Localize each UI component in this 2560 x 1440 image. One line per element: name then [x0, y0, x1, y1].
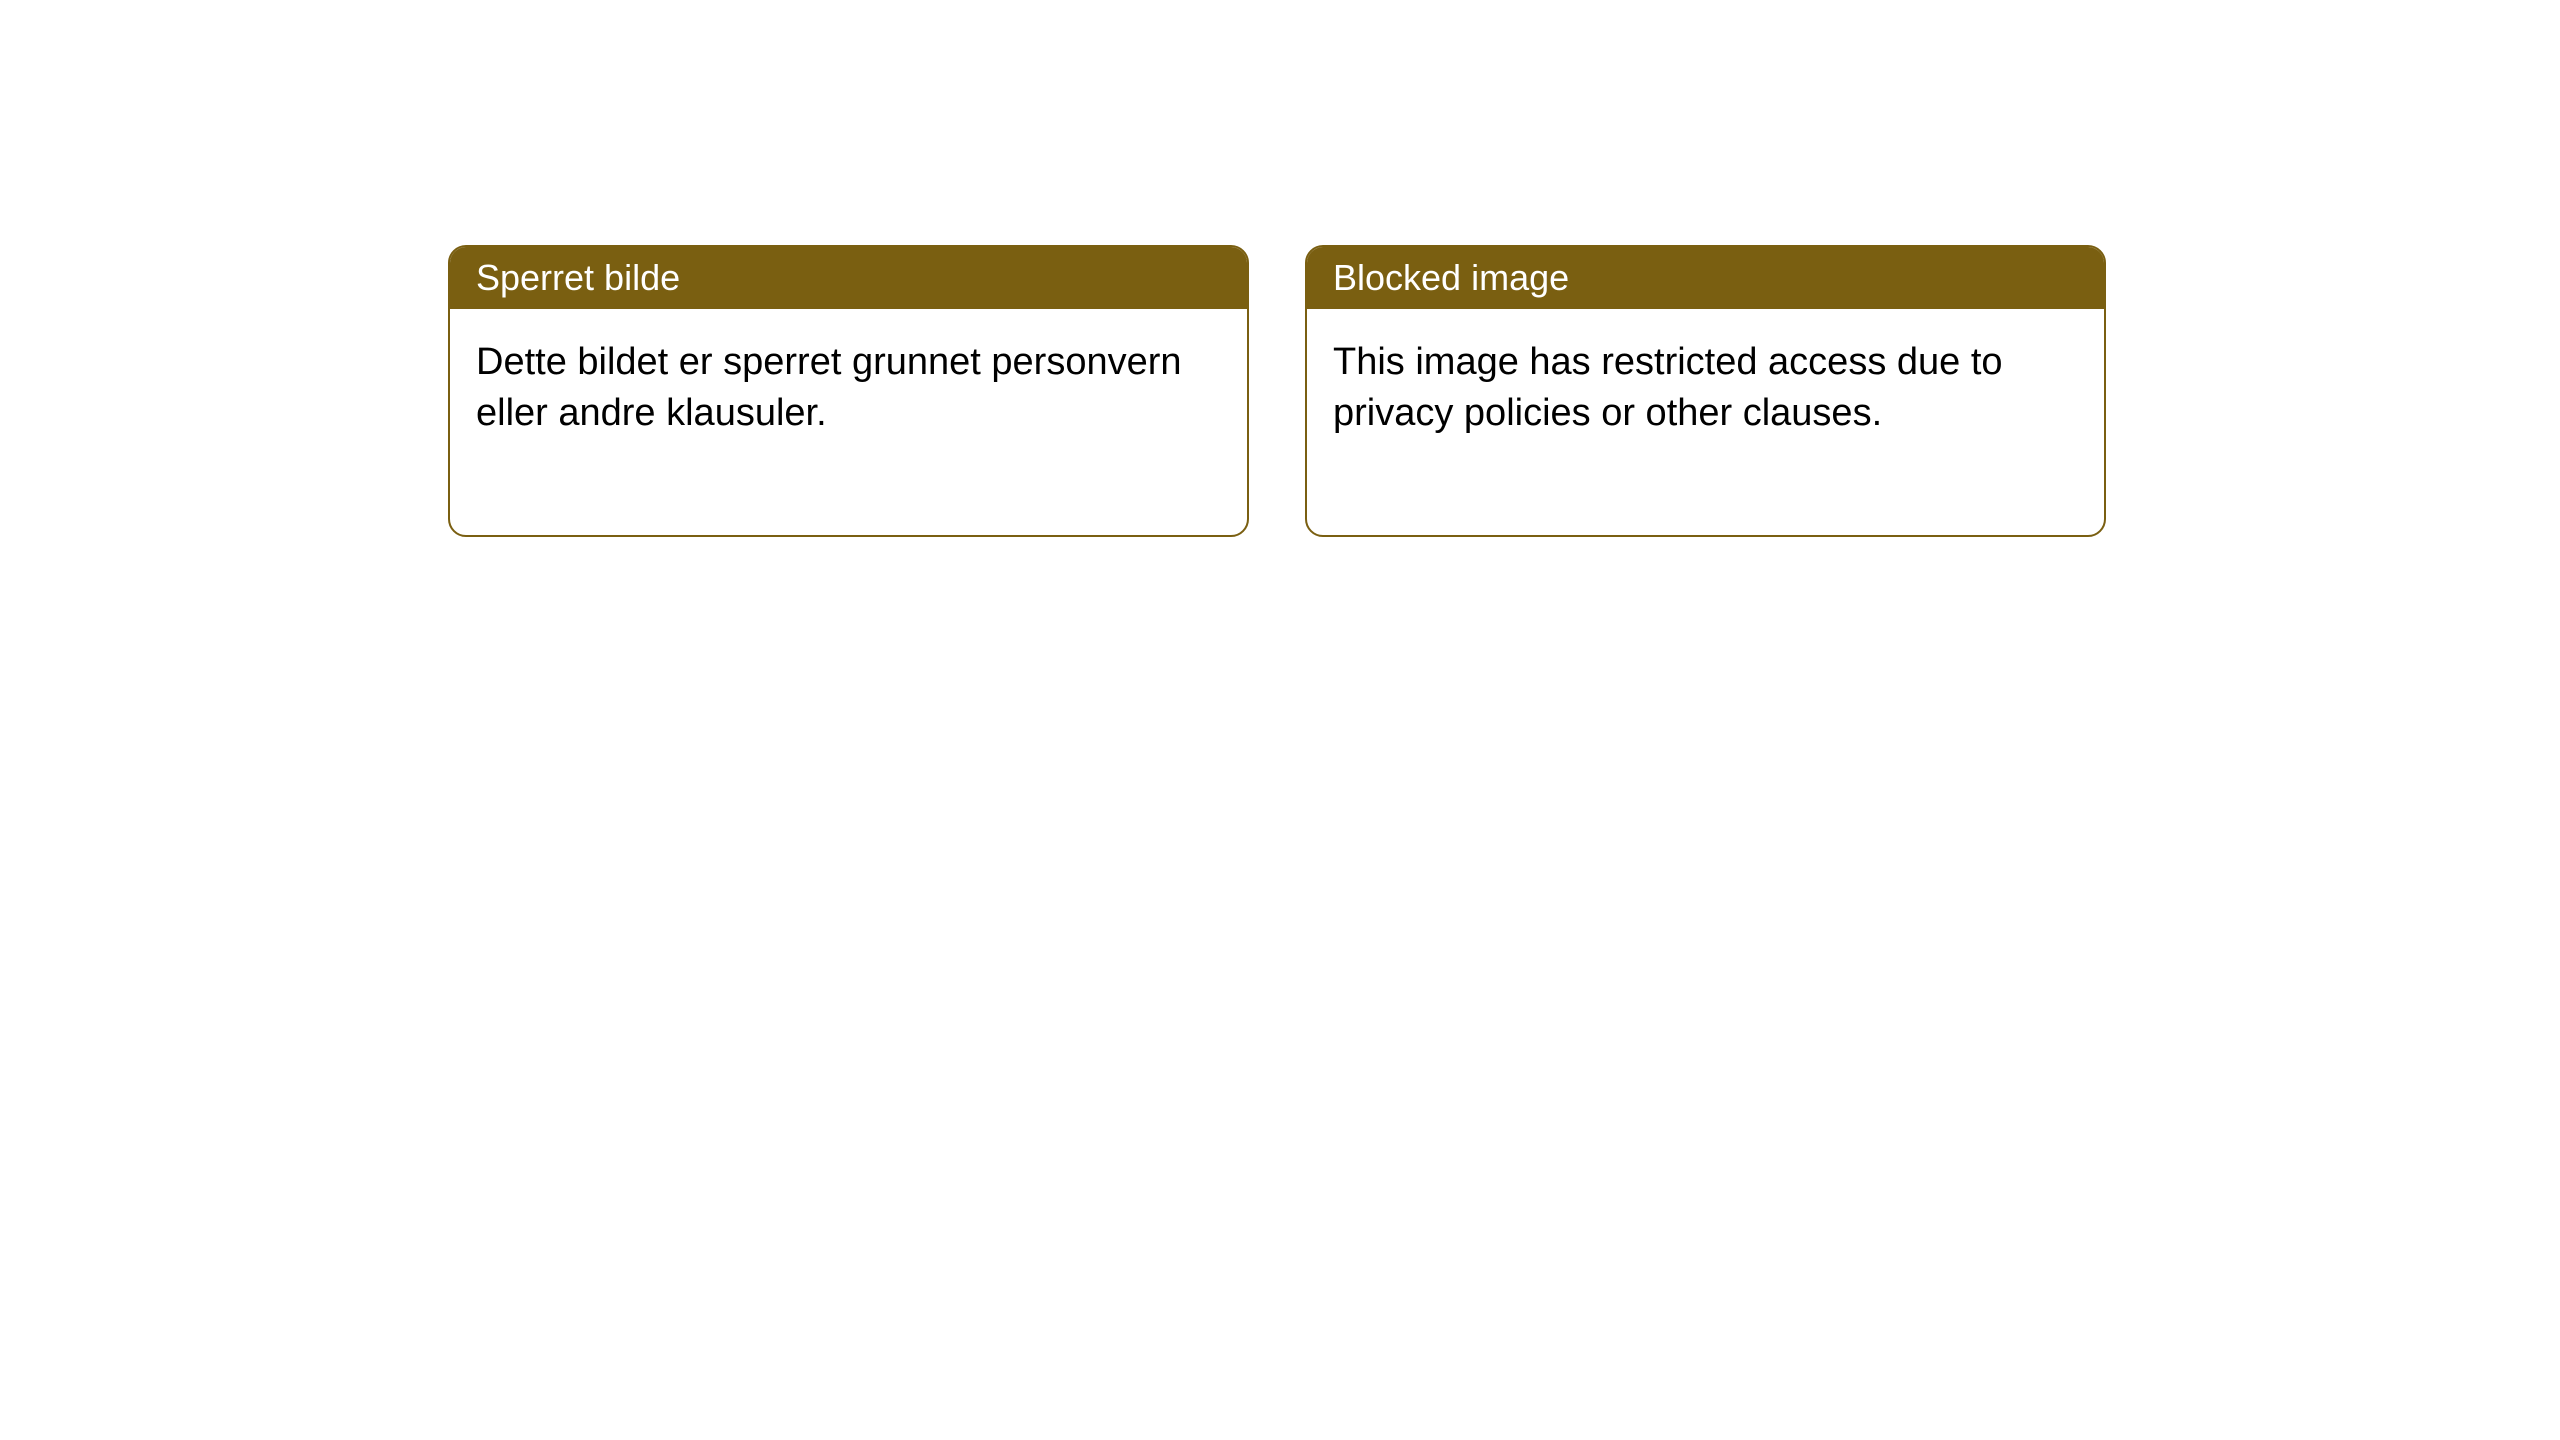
notice-body: This image has restricted access due to … [1307, 309, 2104, 535]
notice-card-norwegian: Sperret bilde Dette bildet er sperret gr… [448, 245, 1249, 537]
notice-body-text: Dette bildet er sperret grunnet personve… [476, 341, 1182, 434]
notice-body: Dette bildet er sperret grunnet personve… [450, 309, 1247, 535]
notice-body-text: This image has restricted access due to … [1333, 341, 2003, 434]
notice-header: Blocked image [1307, 247, 2104, 309]
notice-card-english: Blocked image This image has restricted … [1305, 245, 2106, 537]
notice-title: Blocked image [1333, 257, 1569, 298]
notice-container: Sperret bilde Dette bildet er sperret gr… [448, 245, 2106, 537]
notice-title: Sperret bilde [476, 257, 680, 298]
notice-header: Sperret bilde [450, 247, 1247, 309]
